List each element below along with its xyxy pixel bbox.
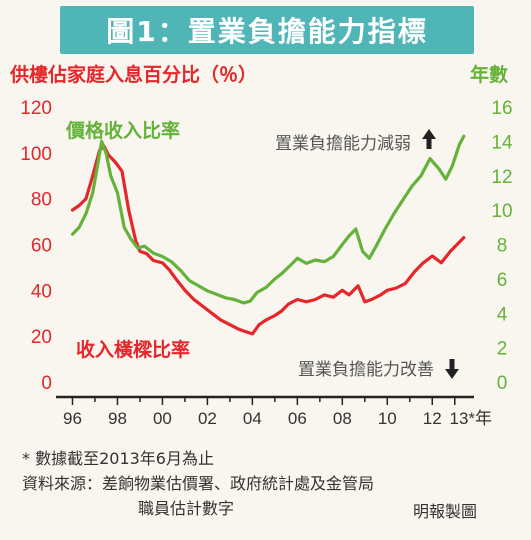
annotation-label: 置業負擔能力改善 — [298, 360, 434, 380]
chart-title: 圖1：置業負擔能力指標 — [60, 6, 474, 54]
right-tick-label: 6 — [497, 270, 508, 291]
mortgage-income-ratio-line — [70, 144, 466, 336]
source-note: 資料來源：差餉物業估價署、政府統計處及金管局 — [22, 474, 375, 493]
data-cutoff-note: * 數據截至2013年6月為止 — [22, 449, 214, 468]
x-tick-label: 08 — [333, 409, 352, 428]
left-tick-label: 80 — [31, 190, 52, 211]
right-tick-label: 8 — [497, 236, 508, 257]
x-tick-label: 96 — [63, 409, 82, 428]
left-tick-label: 100 — [20, 144, 52, 165]
left-tick-label: 60 — [31, 236, 52, 257]
price-income-ratio-line — [70, 134, 466, 305]
left-tick-labels: 120 100 80 60 40 20 0 — [20, 98, 52, 394]
annotation-label: 價格收入比率 — [65, 119, 180, 142]
x-axis: 96 98 00 02 04 06 08 10 12 13*年 — [56, 395, 492, 428]
left-tick-label: 40 — [31, 281, 52, 302]
left-tick-label: 120 — [20, 98, 52, 119]
x-tick-label: 12 — [423, 409, 442, 428]
right-tick-label: 12 — [491, 167, 512, 188]
right-tick-label: 4 — [497, 304, 508, 325]
left-axis-title: 供樓佔家庭入息百分比（％） — [10, 64, 258, 86]
x-tick-label: 02 — [198, 409, 217, 428]
right-tick-label: 16 — [491, 98, 512, 119]
right-tick-label: 2 — [497, 339, 508, 360]
x-tick-label: 13*年 — [449, 409, 492, 428]
x-tick-label: 06 — [288, 409, 307, 428]
left-tick-label: 0 — [41, 373, 52, 394]
x-tick-label: 98 — [108, 409, 127, 428]
annotation-label: 收入橫樑比率 — [76, 338, 190, 361]
right-tick-label: 14 — [491, 132, 513, 153]
x-tick-label: 10 — [378, 409, 397, 428]
right-tick-label: 0 — [497, 373, 508, 394]
plot-lines — [70, 134, 466, 336]
credit: 明報製圖 — [413, 502, 478, 521]
arrow-up-icon — [422, 129, 436, 149]
arrow-down-icon — [445, 359, 459, 379]
right-tick-labels: 16 14 12 10 8 6 4 2 0 — [491, 98, 513, 394]
right-tick-label: 10 — [491, 201, 512, 222]
x-tick-label: 04 — [243, 409, 262, 428]
source-note-continued: 職員估計數字 — [138, 499, 235, 518]
left-tick-label: 20 — [31, 327, 52, 348]
right-axis-title: 年數 — [470, 64, 509, 86]
x-tick-label: 00 — [153, 409, 172, 428]
annotation-label: 置業負擔能力減弱 — [275, 134, 411, 154]
